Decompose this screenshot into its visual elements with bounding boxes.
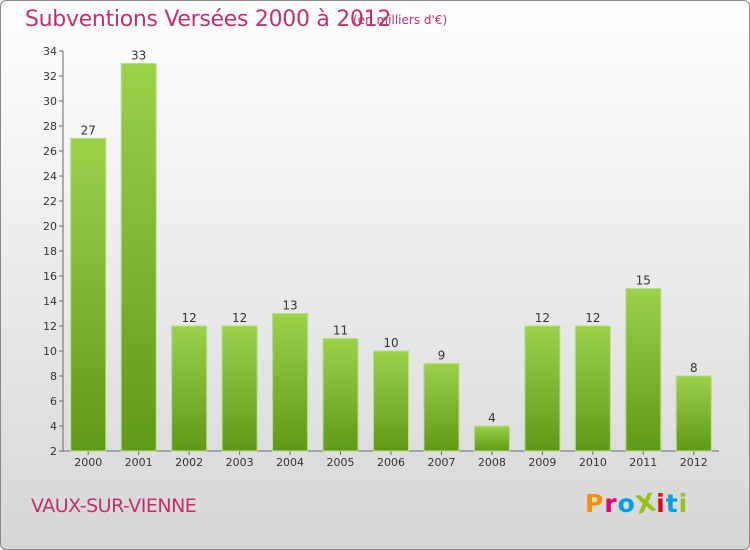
x-tick-label: 2002 xyxy=(175,456,203,469)
x-tick-label: 2000 xyxy=(74,456,102,469)
logo-letter: r xyxy=(604,489,618,518)
y-tick-label: 16 xyxy=(43,270,57,283)
logo-letter: t xyxy=(665,489,679,518)
data-label: 33 xyxy=(131,49,146,63)
bar-2010[interactable] xyxy=(574,325,611,452)
y-tick-label: 20 xyxy=(43,220,57,233)
data-label: 12 xyxy=(585,311,600,325)
place-name: VAUX-SUR-VIENNE xyxy=(31,495,197,517)
y-tick-label: 4 xyxy=(50,420,57,433)
y-tick-label: 22 xyxy=(43,195,57,208)
logo-letter: i xyxy=(678,489,689,518)
bar-2006[interactable] xyxy=(373,350,409,452)
bar-2003[interactable] xyxy=(221,325,258,452)
x-tick-label: 2001 xyxy=(125,456,153,469)
y-tick-label: 12 xyxy=(43,320,57,333)
x-tick-label: 2008 xyxy=(478,456,506,469)
bar-2001[interactable] xyxy=(120,63,157,452)
data-label: 8 xyxy=(690,361,698,375)
bar-2012[interactable] xyxy=(675,375,712,452)
data-label: 12 xyxy=(232,311,247,325)
x-tick-label: 2003 xyxy=(226,456,254,469)
data-label: 13 xyxy=(282,299,297,313)
data-label: 12 xyxy=(535,311,550,325)
y-tick-label: 26 xyxy=(43,145,57,158)
y-tick-label: 14 xyxy=(43,295,57,308)
chart-title: Subventions Versées 2000 à 2012 xyxy=(25,7,392,32)
bar-2000[interactable] xyxy=(70,138,107,452)
chart-subtitle: (en milliers d'€) xyxy=(353,13,448,27)
bar-2004[interactable] xyxy=(272,313,309,452)
bars xyxy=(70,63,712,452)
labels: 27 33 12 12 13 11 10 9 4 12 12 15 8 xyxy=(81,49,698,426)
x-tick-label: 2012 xyxy=(680,456,708,469)
logo-letter: o xyxy=(617,489,636,518)
x-tick-label: 2006 xyxy=(377,456,405,469)
bar-2011[interactable] xyxy=(625,288,662,452)
y-tick-label: 34 xyxy=(43,45,57,58)
data-label: 11 xyxy=(333,324,348,338)
x-tick-label: 2010 xyxy=(579,456,607,469)
y-tick-label: 6 xyxy=(50,395,57,408)
bar-2007[interactable] xyxy=(423,363,460,452)
data-label: 27 xyxy=(81,124,96,138)
y-tick-label: 18 xyxy=(43,245,57,258)
data-label: 12 xyxy=(182,311,197,325)
y-tick-label: 30 xyxy=(43,95,57,108)
bar-2008[interactable] xyxy=(473,425,510,452)
y-tick-label: 10 xyxy=(43,345,57,358)
x-tick-label: 2011 xyxy=(629,456,657,469)
x-tick-label: 2005 xyxy=(327,456,355,469)
x-tick-label: 2009 xyxy=(528,456,556,469)
data-label: 9 xyxy=(438,349,446,363)
x-tick-label: 2007 xyxy=(427,456,455,469)
x-tick-label: 2004 xyxy=(276,456,304,469)
y-tick-label: 24 xyxy=(43,170,57,183)
logo-letter: i xyxy=(656,489,666,518)
y-tick-label: 32 xyxy=(43,70,57,83)
bar-2009[interactable] xyxy=(524,325,561,452)
bar-2002[interactable] xyxy=(171,325,208,452)
data-label: 15 xyxy=(636,274,651,288)
data-label: 4 xyxy=(488,411,496,425)
logo-letter: P xyxy=(585,489,605,518)
proxiti-logo[interactable]: ProXiti xyxy=(585,487,689,520)
data-label: 10 xyxy=(383,336,398,350)
bar-2005[interactable] xyxy=(322,338,359,452)
logo-letter: X xyxy=(633,487,659,520)
y-tick-label: 8 xyxy=(50,370,57,383)
y-tick-label: 28 xyxy=(43,120,57,133)
y-tick-label: 2 xyxy=(50,445,57,458)
